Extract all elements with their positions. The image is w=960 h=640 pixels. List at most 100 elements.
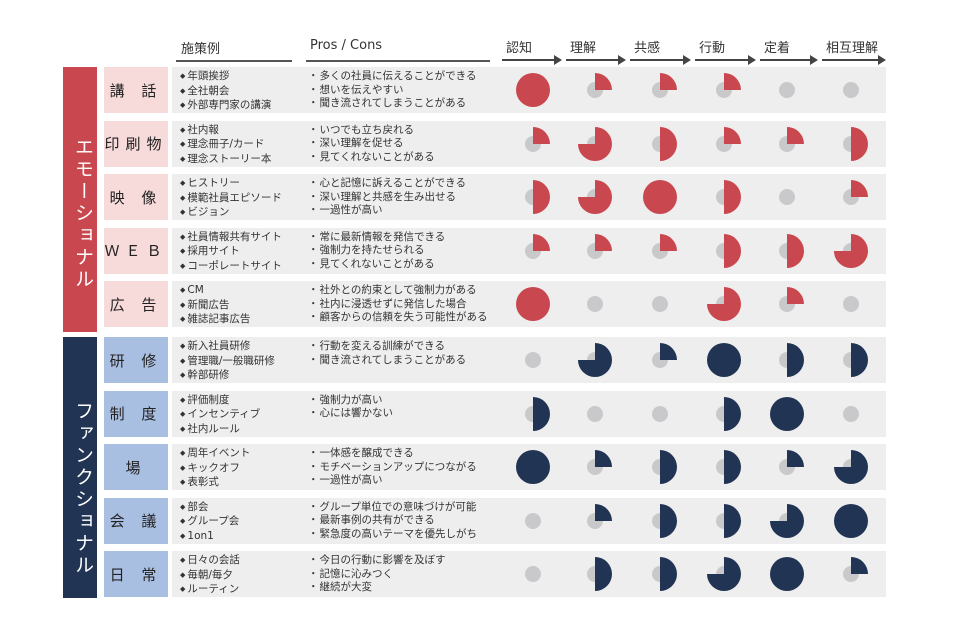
pros-cons-item: 一過性が高い (308, 474, 508, 488)
empty-dot (779, 82, 795, 98)
pie-wedge (578, 343, 612, 377)
examples-list: 日々の会話毎朝/毎夕ルーティン (180, 554, 302, 598)
full-pie (516, 450, 550, 485)
matrix-row: 研 修新入社員研修管理職/一般職研修幹部研修行動を変える訓練ができる聞き流されて… (104, 337, 886, 383)
stage-pie-1 (525, 180, 550, 215)
example-item: 表彰式 (180, 476, 302, 491)
pie-wedge (595, 450, 612, 468)
empty-dot (652, 405, 668, 422)
examples-header-underline (176, 60, 292, 62)
pie-wedge (595, 557, 612, 592)
pros-cons-item: 行動を変える訓練ができる (308, 340, 508, 354)
stage-pie-4 (716, 233, 741, 268)
example-item: インセンティブ (180, 408, 302, 423)
pie-wedge (724, 396, 741, 431)
pros-cons-list: 社外との約束として強制力がある社内に浸透せずに発信した場合顧客からの信頼を失う可… (308, 284, 508, 325)
example-item: 模範社員エピソード (180, 192, 302, 207)
stage-pie-3 (652, 73, 677, 98)
full-pie (770, 557, 804, 592)
example-item: キックオフ (180, 462, 302, 477)
stage-pie-2 (587, 405, 603, 422)
matrix-row: 会 議部会グループ会1on1グループ単位での意味づけが可能最新事例の共有ができる… (104, 497, 886, 545)
pie-wedge (660, 73, 677, 90)
category-label: 広 告 (104, 281, 168, 328)
pie-wedge (533, 396, 550, 431)
stage-arrow-icon (566, 55, 626, 65)
example-item: 毎朝/毎夕 (180, 569, 302, 584)
pie-wedge (724, 503, 741, 538)
stage-pie-4 (707, 557, 741, 592)
pros-cons-item: モチベーションアップにつながる (308, 461, 508, 475)
pros-cons-item: 今日の行動に影響を及ぼす (308, 554, 508, 568)
pie-wedge (660, 126, 677, 161)
stage-arrow-icon (695, 55, 756, 65)
pie-wedge (834, 450, 868, 485)
stage-pie-1 (516, 450, 550, 485)
stage-pie-3 (643, 180, 677, 215)
pros-cons-list: 強制力が高い心には響かない (308, 394, 508, 421)
matrix-row: 講 話年頭挨拶全社朝会外部専門家の講演多くの社員に伝えることができる想いを伝えや… (104, 67, 886, 113)
example-item: 日々の会話 (180, 554, 302, 569)
stage-pie-6 (843, 405, 859, 422)
pie-wedge (787, 343, 804, 377)
pros-cons-item: 想いを伝えやすい (308, 84, 508, 98)
pie-wedge (707, 287, 741, 322)
stage-pie-2 (587, 73, 612, 98)
matrix-row: ＷＥＢ社員情報共有サイト採用サイトコーポレートサイト常に最新情報を発信できる強制… (104, 227, 886, 274)
pie-wedge (724, 233, 741, 268)
example-item: 社内ルール (180, 423, 302, 438)
pros-cons-item: 顧客からの信頼を失う可能性がある (308, 311, 508, 325)
pros-cons-list: 常に最新情報を発信できる強制力を持たせられる見てくれないことがある (308, 231, 508, 272)
pie-wedge (578, 180, 612, 215)
pros-cons-item: 強制力が高い (308, 394, 508, 408)
example-item: 管理職/一般職研修 (180, 355, 302, 370)
pros-cons-item: 心には響かない (308, 407, 508, 421)
pie-wedge (595, 73, 612, 90)
matrix-row: 映 像ヒストリー模範社員エピソードビジョン心と記憶に訴えることができる深い理解と… (104, 174, 886, 221)
category-label: 制 度 (104, 390, 168, 437)
full-pie (643, 180, 677, 215)
emotional-group-label: エモーショナル (72, 137, 94, 291)
stage-pie-3 (652, 126, 677, 161)
stage-pie-5 (779, 343, 804, 377)
stage-label: 認知 (506, 41, 533, 56)
example-item: ヒストリー (180, 177, 302, 192)
pros-cons-item: 一過性が高い (308, 204, 508, 218)
example-item: 1on1 (180, 530, 302, 545)
stage-pie-3 (652, 296, 668, 313)
examples-list: 周年イベントキックオフ表彰式 (180, 447, 302, 491)
stage-pie-5 (779, 82, 795, 98)
pie-wedge (660, 450, 677, 485)
stage-pie-1 (516, 287, 550, 322)
stage-pie-2 (587, 557, 612, 592)
stage-pie-6 (843, 126, 868, 161)
pros-cons-item: 一体感を醸成できる (308, 447, 508, 461)
stage-pie-4 (716, 180, 741, 215)
category-label: 印刷物 (104, 120, 168, 167)
pie-wedge (834, 233, 868, 268)
empty-dot (779, 189, 795, 206)
example-item: グループ会 (180, 515, 302, 530)
pie-wedge (787, 126, 804, 144)
stage-pie-5 (779, 233, 804, 268)
pie-wedge (787, 450, 804, 468)
stage-pie-6 (843, 296, 859, 313)
pros-cons-item: 見てくれないことがある (308, 258, 508, 272)
examples-list: 評価制度インセンティブ社内ルール (180, 394, 302, 438)
stage-pie-1 (516, 73, 550, 107)
stage-header-1: 認知 (502, 37, 562, 65)
pros-cons-item: 継続が大変 (308, 581, 508, 595)
examples-column-header: 施策例 (181, 42, 221, 57)
stage-pie-3 (652, 405, 668, 422)
example-item: 新聞広告 (180, 299, 302, 314)
stage-pie-3 (652, 343, 677, 368)
matrix-row: 制 度評価制度インセンティブ社内ルール強制力が高い心には響かない (104, 390, 886, 438)
pros-cons-item: いつでも立ち戻れる (308, 124, 508, 138)
example-item: 社員情報共有サイト (180, 231, 302, 246)
stage-pie-3 (652, 233, 677, 259)
matrix-row: 場周年イベントキックオフ表彰式一体感を醸成できるモチベーションアップにつながる一… (104, 444, 886, 491)
stage-pie-5 (779, 450, 804, 476)
matrix-row: 広 告CM新聞広告雑誌記事広告社外との約束として強制力がある社内に浸透せずに発信… (104, 281, 886, 328)
stage-pie-1 (525, 396, 550, 431)
category-label: ＷＥＢ (104, 227, 168, 274)
